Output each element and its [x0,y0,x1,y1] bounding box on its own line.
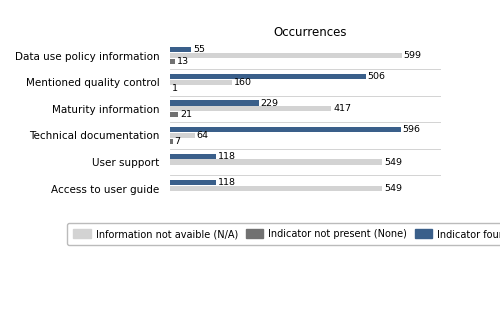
Text: 13: 13 [177,57,189,66]
Bar [170,100,258,106]
Text: 21: 21 [180,110,192,119]
Text: 118: 118 [218,152,236,161]
Text: 55: 55 [193,45,205,54]
Bar [170,186,382,191]
Text: 599: 599 [404,51,421,60]
Bar [170,154,216,159]
Text: 160: 160 [234,78,252,87]
Text: 1: 1 [172,84,178,93]
Bar [170,74,366,79]
Bar [170,127,400,132]
Bar [170,106,332,112]
Text: 229: 229 [260,99,278,107]
Text: 506: 506 [368,72,386,81]
Bar [170,80,232,85]
Text: 64: 64 [196,131,208,140]
Text: Occurrences: Occurrences [273,26,346,39]
Text: 596: 596 [402,125,420,134]
Bar [170,180,216,185]
Text: 118: 118 [218,178,236,187]
Bar [170,59,175,64]
Text: 549: 549 [384,184,402,193]
Bar [170,133,195,138]
Text: 7: 7 [174,137,180,146]
Text: 417: 417 [333,104,351,113]
Bar [170,139,172,144]
Bar [170,53,402,58]
Text: 549: 549 [384,158,402,166]
Bar [170,112,178,117]
Bar [170,159,382,165]
Legend: Information not avaible (N/A), Indicator not present (None), Indicator found (Ye: Information not avaible (N/A), Indicator… [68,223,500,245]
Bar [170,47,192,52]
